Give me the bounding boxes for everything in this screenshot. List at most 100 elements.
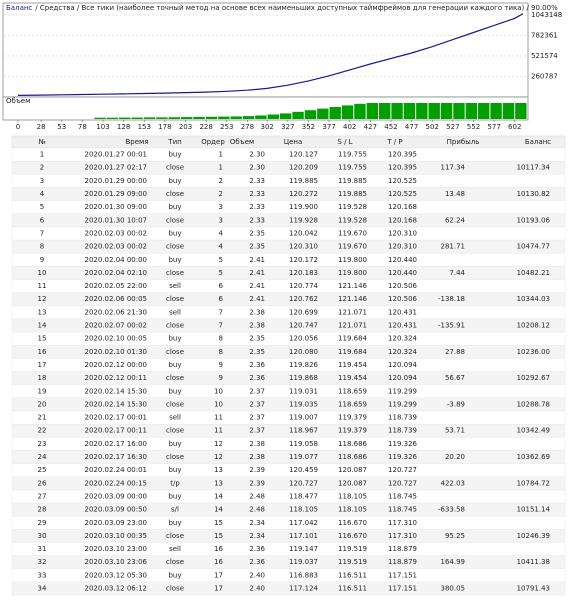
table-cell: 2020.02.03 00:02 [85,243,147,251]
volume-bar [218,116,230,119]
table-cell: close [166,190,184,198]
x-tick-label: 502 [426,123,439,131]
table-cell: 10236.00 [517,348,550,356]
volume-bar [329,107,341,119]
table-cell: 118.105 [338,492,367,500]
table-cell: 2020.02.06 00:05 [85,295,147,303]
table-cell: 2 [219,190,223,198]
table-cell: 119.031 [289,387,318,395]
table-cell: 2.38 [249,308,265,316]
table-cell: 15 [214,532,223,540]
table-cell: 119.379 [338,414,367,422]
volume-bar [119,117,131,119]
column-header: Тип [167,138,181,146]
legend-entry: Баланс [6,4,32,12]
table-cell: 118.739 [388,427,417,435]
table-cell: 14 [38,322,47,330]
table-cell: buy [168,466,181,474]
table-cell: 13 [214,466,223,474]
volume-bar [354,103,366,119]
volume-bar [502,103,515,119]
table-cell: 120.272 [289,190,318,198]
table-cell: 26 [38,479,47,487]
table-cell: 119.800 [338,256,367,264]
table-cell: 2.35 [249,229,265,237]
table-cell: 2020.02.24 00:01 [85,466,147,474]
table-cell: close [166,295,184,303]
volume-bar [379,103,391,119]
table-cell: 8 [40,243,44,251]
table-cell: 118.967 [289,427,318,435]
table-cell: 9 [219,361,223,369]
table-cell: 119.868 [289,374,318,382]
table-cell: 5 [219,256,223,264]
volume-bar [453,103,465,119]
table-cell: 6 [219,295,224,303]
table-cell: 2020.02.14 15:30 [85,387,147,395]
table-cell: 120.087 [338,466,367,474]
table-cell: 120.168 [388,216,417,224]
table-cell: 2020.03.09 00:00 [85,492,147,500]
table-cell: 119.454 [338,374,367,382]
table-cell: 53.71 [445,427,465,435]
table-cell: 120.395 [388,164,417,172]
column-header: Цена [284,138,303,146]
table-cell: 25 [38,466,47,474]
volume-bar [180,117,193,119]
table-cell: buy [168,440,181,448]
table-cell: close [166,216,184,224]
table-cell: 120.080 [289,348,318,356]
table-cell: 2.36 [249,361,265,369]
volume-bar [341,105,354,119]
table-cell: 117.151 [388,571,417,579]
table-cell: 2.41 [249,256,265,264]
table-cell: 2.40 [249,585,265,593]
table-cell: 117.310 [388,519,417,527]
table-cell: 2.37 [249,387,265,395]
table-cell: 120.440 [388,256,417,264]
table-cell: 16 [214,558,223,566]
table-cell: 2020.03.09 23:00 [85,519,147,527]
table-cell: 120.094 [388,361,417,369]
x-tick-label: 103 [96,123,109,131]
table-cell: 119.928 [289,216,318,224]
table-cell: 2.48 [249,492,265,500]
volume-bar [515,103,527,119]
table-cell: 2.36 [249,545,265,553]
table-cell: close [166,532,184,540]
table-cell: 10193.06 [517,216,551,224]
table-cell: 27.88 [445,348,465,356]
column-header: Время [125,138,148,146]
table-cell: 12 [38,295,47,303]
table-cell: 10482.21 [517,269,550,277]
y-tick-label: 260787 [531,72,558,80]
table-cell: 28 [38,506,47,514]
x-tick-label: 253 [220,123,233,131]
table-cell: buy [168,571,181,579]
volume-bar [230,116,242,119]
table-row [11,581,566,596]
table-cell: 2.39 [249,466,265,474]
table-cell: 2020.01.27 00:01 [85,151,147,159]
table-cell: 120.094 [388,374,417,382]
table-cell: 120.056 [289,335,318,343]
table-cell: 118.745 [388,506,417,514]
table-cell: 10344.03 [517,295,550,303]
table-cell: buy [168,203,181,211]
table-cell: 10 [214,400,223,408]
table-cell: 120.172 [289,256,318,264]
table-cell: buy [168,177,181,185]
table-cell: 2.38 [249,453,265,461]
table-cell: 22 [38,427,47,435]
table-cell: 119.077 [289,453,318,461]
table-cell: 119.684 [338,348,367,356]
table-cell: 119.755 [338,151,367,159]
table-cell: 121.146 [338,282,367,290]
table-cell: 2020.01.29 00:00 [85,177,147,185]
table-cell: close [166,558,184,566]
x-tick-label: 178 [158,123,171,131]
table-cell: 10 [38,269,47,277]
table-cell: 2020.02.17 16:30 [85,453,147,461]
